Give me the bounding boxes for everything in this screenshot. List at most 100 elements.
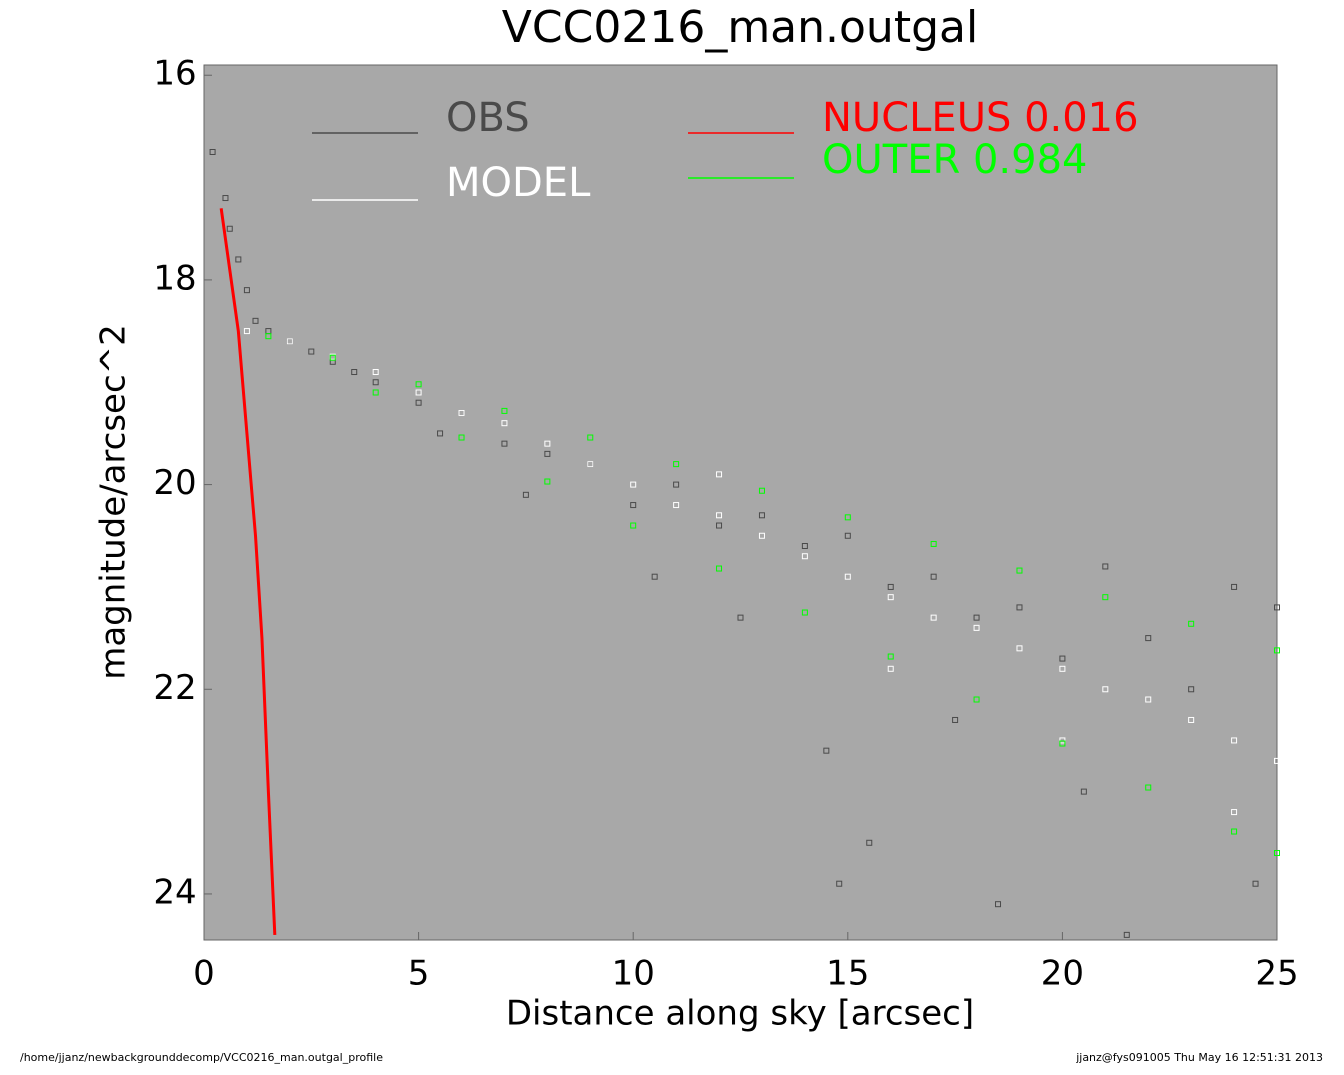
data-point — [235, 256, 242, 263]
data-point — [716, 522, 723, 529]
data-point — [1102, 686, 1109, 693]
data-point — [1145, 635, 1152, 642]
data-point — [973, 624, 980, 631]
data-point — [952, 716, 959, 723]
data-point — [737, 614, 744, 621]
data-point — [716, 471, 723, 478]
data-point — [265, 333, 272, 340]
data-point — [522, 491, 529, 498]
data-point — [651, 573, 658, 580]
data-point — [1059, 655, 1066, 662]
data-point — [372, 369, 379, 376]
data-point — [501, 420, 508, 427]
footer-stamp: jjanz@fys091005 Thu May 16 12:51:31 2013 — [1075, 1051, 1323, 1064]
data-point — [501, 407, 508, 414]
data-point — [801, 542, 808, 549]
data-point — [1123, 931, 1130, 938]
data-point — [1145, 784, 1152, 791]
data-point — [716, 565, 723, 572]
data-point — [1080, 788, 1087, 795]
data-point — [887, 583, 894, 590]
data-point — [209, 148, 216, 155]
data-point — [544, 478, 551, 485]
data-point — [1059, 737, 1066, 744]
legend-label: MODEL — [446, 160, 591, 206]
data-point — [458, 409, 465, 416]
data-point — [1145, 696, 1152, 703]
data-point — [1016, 604, 1023, 611]
data-point — [887, 594, 894, 601]
data-point — [372, 389, 379, 396]
data-point — [226, 225, 233, 232]
data-point — [587, 434, 594, 441]
data-point — [372, 379, 379, 386]
data-point — [1016, 645, 1023, 652]
data-point — [823, 747, 830, 754]
y-tick-label: 18 — [153, 258, 196, 298]
data-point — [1059, 740, 1066, 747]
data-point — [758, 532, 765, 539]
data-point — [587, 461, 594, 468]
data-point — [673, 481, 680, 488]
legend-label: NUCLEUS 0.016 — [822, 95, 1139, 141]
data-point — [630, 522, 637, 529]
data-point — [1231, 583, 1238, 590]
data-point — [1102, 563, 1109, 570]
data-point — [243, 287, 250, 294]
x-tick-label: 20 — [1041, 954, 1084, 994]
data-point — [673, 461, 680, 468]
data-point — [801, 609, 808, 616]
legend-label: OUTER 0.984 — [822, 137, 1088, 183]
data-point — [1274, 757, 1280, 764]
data-point — [544, 450, 551, 457]
data-point — [1016, 567, 1023, 574]
series-line — [219, 208, 277, 935]
data-point — [673, 502, 680, 509]
data-point — [437, 430, 444, 437]
data-point — [630, 481, 637, 488]
footer-path: /home/jjanz/newbackgrounddecomp/VCC0216_… — [20, 1051, 383, 1064]
data-point — [1188, 620, 1195, 627]
data-point — [844, 514, 851, 521]
data-point — [758, 487, 765, 494]
data-point — [329, 354, 336, 361]
data-point — [1188, 716, 1195, 723]
x-tick-label: 25 — [1255, 954, 1298, 994]
data-point — [458, 434, 465, 441]
y-tick-label: 24 — [153, 872, 196, 912]
x-tick-label: 15 — [826, 954, 869, 994]
data-point — [1252, 880, 1259, 887]
x-axis-label: Distance along sky [arcsec] — [506, 994, 974, 1034]
y-axis-label: magnitude/arcsec^2 — [94, 324, 134, 680]
y-tick-label: 16 — [153, 54, 196, 94]
data-point — [243, 328, 250, 335]
data-point — [995, 901, 1002, 908]
data-point — [415, 399, 422, 406]
data-point — [1102, 594, 1109, 601]
data-point — [415, 389, 422, 396]
data-point — [973, 696, 980, 703]
chart-title: VCC0216_man.outgal — [502, 2, 978, 53]
x-tick-label: 0 — [193, 954, 215, 994]
data-point — [887, 665, 894, 672]
data-point — [930, 573, 937, 580]
y-tick-label: 22 — [153, 668, 196, 708]
data-point — [501, 440, 508, 447]
data-point — [801, 553, 808, 560]
data-point — [844, 532, 851, 539]
plot-area — [203, 64, 1278, 941]
data-point — [351, 369, 358, 376]
data-point — [716, 512, 723, 519]
data-point — [836, 880, 843, 887]
data-point — [286, 338, 293, 345]
data-point — [866, 839, 873, 846]
x-tick-label: 5 — [408, 954, 430, 994]
data-point — [930, 540, 937, 547]
data-point — [222, 195, 229, 202]
data-point — [308, 348, 315, 355]
data-point — [1274, 850, 1280, 857]
data-point — [415, 381, 422, 388]
data-point — [758, 512, 765, 519]
data-point — [1188, 686, 1195, 693]
data-point — [930, 614, 937, 621]
